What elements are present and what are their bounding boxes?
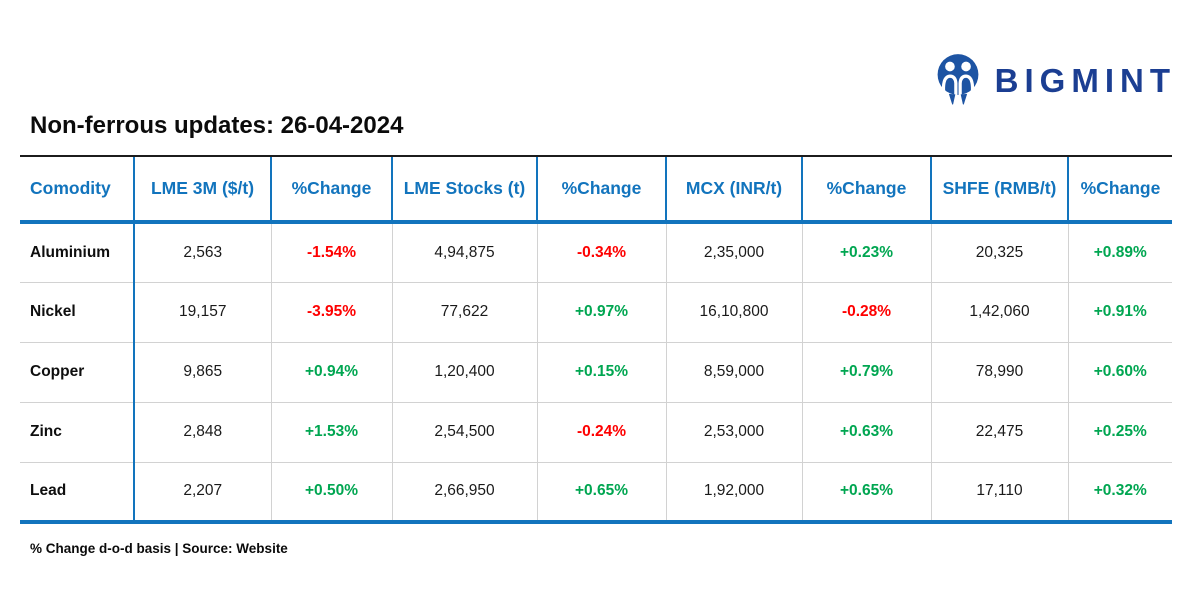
table-row: Lead 2,207 +0.50% 2,66,950 +0.65% 1,92,0… [20,462,1172,524]
commodity-name: Lead [20,462,134,524]
lme-stocks-change: +0.15% [536,342,666,403]
lme-stocks-change: -0.34% [536,222,666,283]
brand-logo: BIGMINT [931,52,1176,110]
shfe-value: 78,990 [930,342,1068,403]
shfe-change: +0.25% [1067,402,1172,463]
lme-3m-value: 2,848 [133,402,271,463]
lme-3m-change: -1.54% [270,222,392,283]
lme-3m-value: 9,865 [133,342,271,403]
table-row: Aluminium 2,563 -1.54% 4,94,875 -0.34% 2… [20,222,1172,283]
lme-stocks-value: 77,622 [391,282,537,343]
column-header-commodity: Comodity [20,155,134,224]
shfe-value: 22,475 [930,402,1068,463]
mcx-change: +0.63% [801,402,931,463]
column-header-shfe: SHFE (RMB/t) [930,155,1068,224]
brand-name: BIGMINT [994,62,1176,99]
lme-stocks-value: 4,94,875 [391,222,537,283]
lme-stocks-value: 1,20,400 [391,342,537,403]
table-header-row: Comodity LME 3M ($/t) %Change LME Stocks… [20,155,1172,224]
lme-3m-value: 2,207 [133,462,271,524]
mcx-value: 1,92,000 [665,462,802,524]
commodity-name: Nickel [20,282,134,343]
column-header-lme-stocks-change: %Change [536,155,666,224]
page-title: Non-ferrous updates: 26-04-2024 [30,112,404,139]
mcx-value: 2,53,000 [665,402,802,463]
shfe-change: +0.91% [1067,282,1172,343]
mcx-change: -0.28% [801,282,931,343]
lme-stocks-value: 2,66,950 [391,462,537,524]
footnote: % Change d-o-d basis | Source: Website [30,541,288,556]
table-row: Nickel 19,157 -3.95% 77,622 +0.97% 16,10… [20,282,1172,343]
commodity-name: Copper [20,342,134,403]
lme-stocks-value: 2,54,500 [391,402,537,463]
column-header-lme-3m: LME 3M ($/t) [133,155,271,224]
shfe-value: 1,42,060 [930,282,1068,343]
shfe-change: +0.32% [1067,462,1172,524]
lme-3m-change: -3.95% [270,282,392,343]
lme-3m-value: 19,157 [133,282,271,343]
lme-3m-change: +1.53% [270,402,392,463]
shfe-value: 20,325 [930,222,1068,283]
column-header-mcx-change: %Change [801,155,931,224]
bigmint-icon [937,54,979,105]
shfe-change: +0.60% [1067,342,1172,403]
commodity-name: Zinc [20,402,134,463]
commodity-table: Comodity LME 3M ($/t) %Change LME Stocks… [20,155,1172,524]
mcx-change: +0.65% [801,462,931,524]
column-header-lme-3m-change: %Change [270,155,392,224]
mcx-value: 16,10,800 [665,282,802,343]
column-header-lme-stocks: LME Stocks (t) [391,155,537,224]
mcx-value: 8,59,000 [665,342,802,403]
column-header-mcx: MCX (INR/t) [665,155,802,224]
shfe-change: +0.89% [1067,222,1172,283]
table-row: Copper 9,865 +0.94% 1,20,400 +0.15% 8,59… [20,342,1172,403]
lme-3m-value: 2,563 [133,222,271,283]
mcx-change: +0.79% [801,342,931,403]
lme-stocks-change: +0.65% [536,462,666,524]
commodity-name: Aluminium [20,222,134,283]
lme-3m-change: +0.94% [270,342,392,403]
table-row: Zinc 2,848 +1.53% 2,54,500 -0.24% 2,53,0… [20,402,1172,463]
lme-3m-change: +0.50% [270,462,392,524]
mcx-value: 2,35,000 [665,222,802,283]
lme-stocks-change: -0.24% [536,402,666,463]
mcx-change: +0.23% [801,222,931,283]
shfe-value: 17,110 [930,462,1068,524]
lme-stocks-change: +0.97% [536,282,666,343]
column-header-shfe-change: %Change [1067,155,1172,224]
